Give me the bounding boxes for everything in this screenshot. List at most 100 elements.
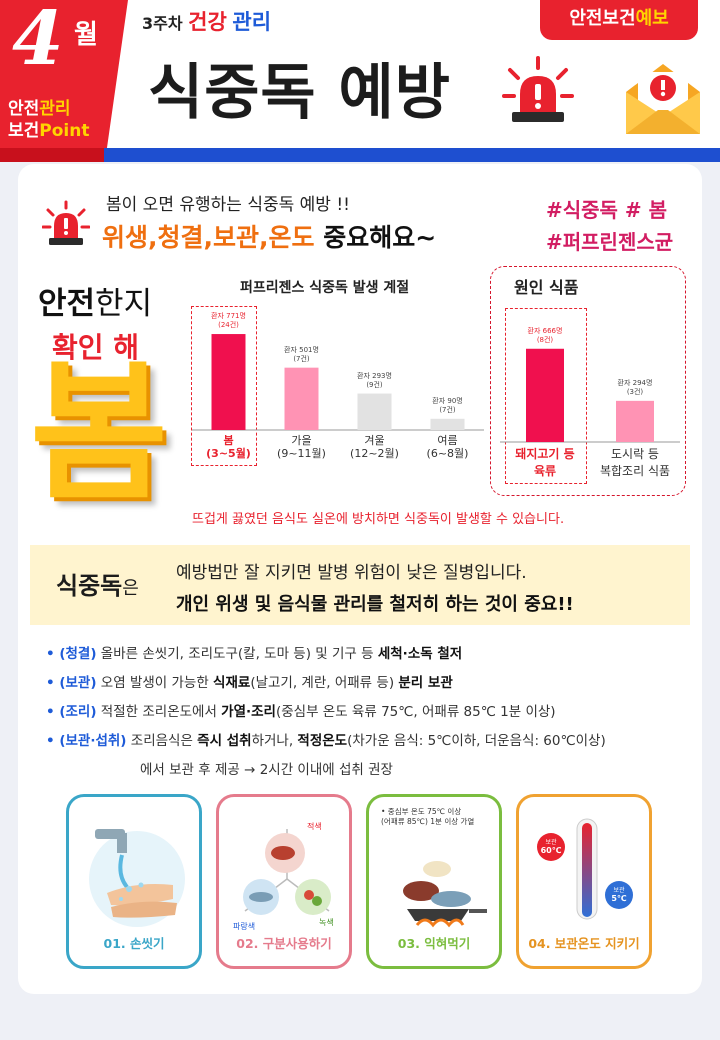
rule-text: 올바른 손씻기, 조리도구(칼, 도마 등) 및 기구 등 xyxy=(96,646,378,662)
category-label: 돼지고기 등 육류 xyxy=(515,447,575,478)
rule-tag: • (청결) xyxy=(46,646,97,662)
bar-돼지고기 등 xyxy=(526,348,564,442)
bar-겨울 xyxy=(357,393,392,430)
bar-value-label: 환자 293명 (9건) xyxy=(357,371,392,389)
rule-item: • (보관) 오염 발생이 가능한 식재료(날고기, 계란, 어패류 등) 분리… xyxy=(46,669,696,698)
rule-text: 오염 발생이 가능한 xyxy=(96,675,214,691)
band-line-2: 개인 위생 및 음식물 관리를 철저히 하는 것이 중요!! xyxy=(176,594,574,615)
cold-pre: 보관 xyxy=(613,886,625,894)
month-block: 4 월 안전관리 보건Point xyxy=(0,0,128,162)
month-number: 4 xyxy=(12,0,64,82)
week-topic-2: 관리 xyxy=(232,10,272,34)
cause-chart-svg xyxy=(500,348,680,443)
hot-temp: 60℃ xyxy=(541,846,562,855)
season-highlight-box xyxy=(191,306,257,466)
slogan-line-2: 확인 해 xyxy=(52,331,140,364)
bar-봄 xyxy=(211,334,246,430)
cook-note-line-2: (어패류 85℃) 1분 이상 가열 xyxy=(381,817,475,826)
rule-emphasis: 세척·소독 철저 xyxy=(377,646,463,662)
category-label: 도시락 등 복합조리 식품 xyxy=(599,447,671,478)
category-label: 겨울 (12~2월) xyxy=(350,434,399,460)
badge-accent: 예보 xyxy=(635,8,669,29)
rule-tag: • (조리) xyxy=(46,704,97,720)
cooking-icon xyxy=(403,861,487,928)
category-label: 봄 (3~5월) xyxy=(206,434,251,460)
week-topic-1: 건강 xyxy=(188,10,227,34)
siren-small-icon xyxy=(42,200,90,245)
rule-text: (중심부 온도 육류 75℃, 어패류 85℃ 1분 이상) xyxy=(275,704,556,720)
point-accent-1: 관리 xyxy=(39,99,71,119)
cause-highlight-box xyxy=(505,308,587,484)
cause-chart-title: 원인 식품 xyxy=(514,278,579,297)
slogan-big-spring: 봄 xyxy=(30,347,169,521)
tag-green: 녹색 xyxy=(319,917,334,927)
summary-band xyxy=(30,545,690,625)
month-unit: 월 xyxy=(74,20,98,50)
rule-tag: • (보관) xyxy=(46,675,97,691)
forecast-badge: 안전보건예보 xyxy=(540,0,698,40)
bar-value-label: 환자 666명 (8건) xyxy=(527,326,563,344)
bar-value-label: 환자 501명 (7건) xyxy=(284,345,319,363)
cook-note-line-1: • 중심부 온도 75℃ 이상 xyxy=(381,807,462,816)
slogan-line-1: 안전한지 xyxy=(38,278,152,323)
cause-chart: 환자 666명 (8건) 돼지고기 등 육류 환자 294명 (3건) 도시락 등 복합조리 … xyxy=(500,300,680,485)
band-subject: 식중독은 xyxy=(56,566,139,601)
thermometer-icon: 보관 60℃ 보관 5℃ xyxy=(537,818,633,920)
band-line-1: 예방법만 잘 지키면 발병 위험이 낮은 질병입니다. xyxy=(176,563,527,583)
rule-text: 적절한 조리온도에서 xyxy=(96,704,222,720)
slogan-bold: 안전 xyxy=(38,286,96,322)
rule-emphasis: 적정온도 xyxy=(297,733,348,749)
bar-value-label: 환자 294명 (3건) xyxy=(617,378,653,396)
band-subject-big: 식중독 xyxy=(56,572,123,600)
cutting-boards-icon: 적색 파랑색 녹색 xyxy=(233,821,334,931)
bar-value-label: 환자 771명 (24건) xyxy=(211,312,246,330)
header: 4 월 안전관리 보건Point 3주차 건강 관리 식중독 예방 안전보건예보 xyxy=(0,0,720,162)
rule-item: • (보관·섭취) 조리음식은 즉시 섭취하거나, 적정온도(차가운 음식: 5… xyxy=(46,727,696,756)
rule-text: (날고기, 계란, 어패류 등) xyxy=(250,675,399,691)
card-cook-thoroughly: • 중심부 온도 75℃ 이상 (어패류 85℃) 1분 이상 가열 03. 익… xyxy=(366,794,502,969)
category-label: 여름 (6~8월) xyxy=(426,434,469,460)
rule-emphasis: 가열·조리 xyxy=(221,704,276,720)
hashtags: #식중독 # 봄 #퍼프린젠스균 xyxy=(546,194,673,258)
warning-line: 뜨겁게 끓였던 음식도 실온에 방치하면 식중독이 발생할 수 있습니다. xyxy=(192,512,565,527)
point-pre: 안전 xyxy=(8,99,40,119)
hot-pre: 보관 xyxy=(545,838,557,846)
card-separate-use: 적색 파랑색 녹색 02. 구분사용하기 xyxy=(216,794,352,969)
cause-box xyxy=(490,266,686,496)
bar-가을 xyxy=(284,367,319,430)
season-chart-title: 퍼프리젠스 식중독 발생 계절 xyxy=(240,280,410,296)
page-title: 식중독 예방 xyxy=(148,58,451,128)
week-number: 3주차 xyxy=(142,14,183,33)
point-pre-2: 보건 xyxy=(8,121,40,141)
rule-emphasis: 즉시 섭취 xyxy=(197,733,252,749)
handwashing-icon xyxy=(89,829,185,927)
bar-도시락 등 xyxy=(616,400,654,442)
headline: 위생,청결,보관,온도 중요해요~ xyxy=(102,218,436,254)
alert-envelope-icon xyxy=(626,64,700,134)
headline-keywords: 위생,청결,보관,온도 xyxy=(102,223,324,252)
card-label: 04. 보관온도 지키기 xyxy=(528,936,640,951)
slogan-normal: 한지 xyxy=(95,286,153,322)
header-bar xyxy=(104,148,720,162)
hashtag-line-1: #식중독 # 봄 xyxy=(546,198,668,222)
band-subject-particle: 은 xyxy=(122,578,139,599)
rule-text: 하거나, xyxy=(251,733,298,749)
rule-text: (차가운 음식: 5℃이하, 더운음식: 60℃이상) xyxy=(347,733,606,749)
bar-여름 xyxy=(430,418,465,430)
siren-icon xyxy=(502,56,574,122)
intro-line: 봄이 오면 유행하는 식중독 예방 !! xyxy=(106,195,350,215)
rule-emphasis: 분리 보관 xyxy=(398,675,453,691)
point-label: 안전관리 보건Point xyxy=(8,98,89,142)
season-chart: 환자 771명 (24건) 봄 (3~5월) 환자 501명 (7건) 가을 (9~11월) 환… xyxy=(192,300,484,470)
rules-list: • (청결) 올바른 손씻기, 조리도구(칼, 도마 등) 및 기구 등 세척·… xyxy=(46,640,696,785)
rule-text: 조리음식은 xyxy=(126,733,198,749)
tag-red: 적색 xyxy=(307,821,322,831)
badge-pre: 안전보건 xyxy=(569,8,636,29)
card-label: 03. 익혀먹기 xyxy=(397,936,471,951)
card-label: 01. 손씻기 xyxy=(103,936,165,951)
tag-blue: 파랑색 xyxy=(233,921,255,931)
rule-tag: • (보관·섭취) xyxy=(46,733,127,749)
week-label: 3주차 건강 관리 xyxy=(142,6,271,36)
bar-value-label: 환자 90명 (7건) xyxy=(432,396,463,414)
rule-continuation: 에서 보관 후 제공 → 2시간 이내에 섭취 권장 xyxy=(140,762,393,778)
